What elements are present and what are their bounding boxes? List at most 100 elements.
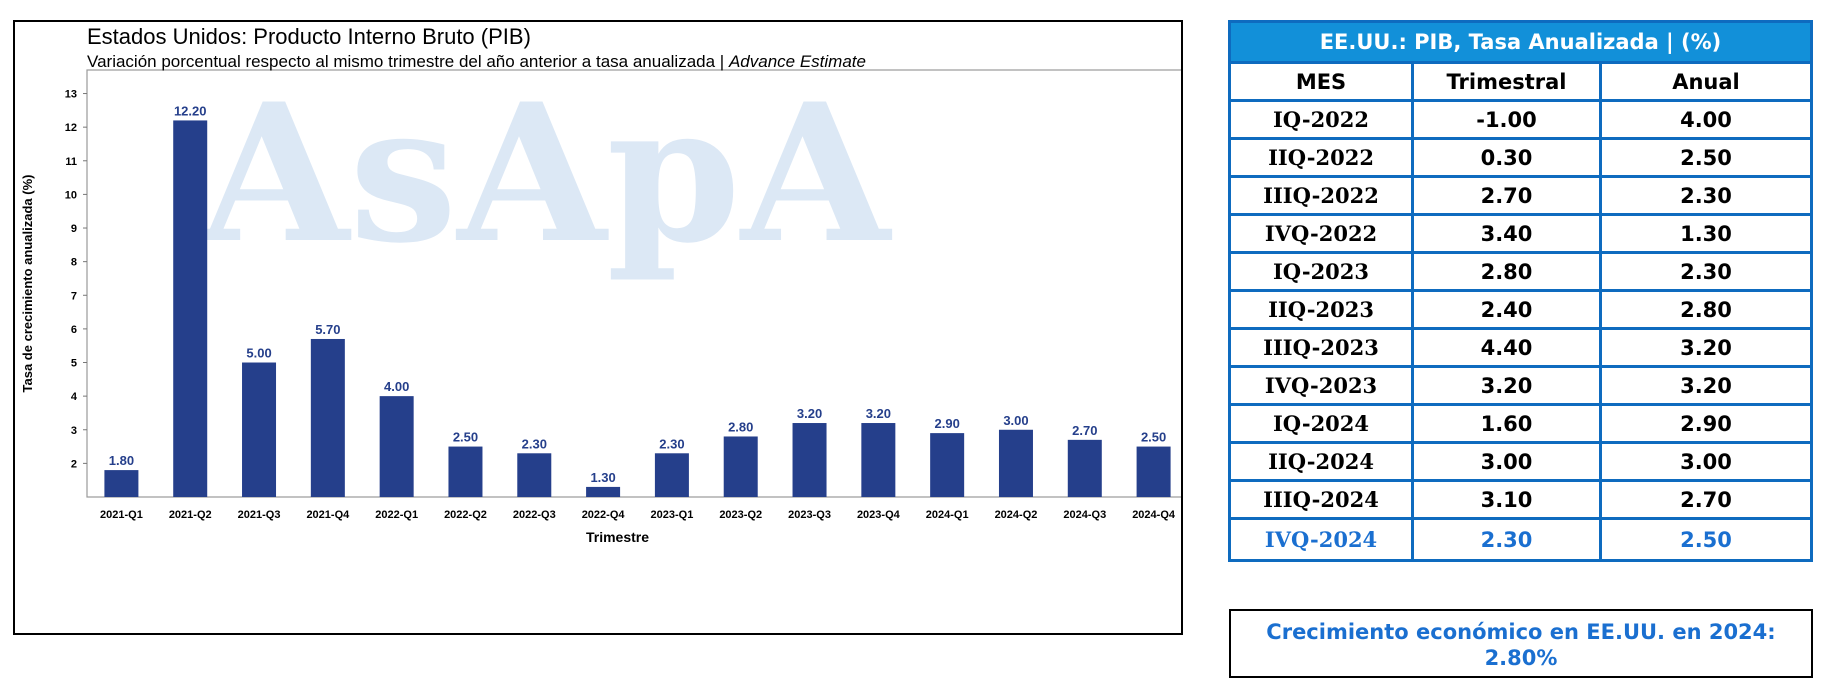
y-tick-label: 8 xyxy=(71,257,77,269)
x-tick-label: 2023-Q1 xyxy=(651,509,694,521)
bar xyxy=(654,453,689,497)
bar xyxy=(930,433,965,497)
y-tick-label: 4 xyxy=(71,391,78,403)
row-trimestral-cell: 2.40 xyxy=(1411,289,1602,330)
row-mes-cell: IVQ-2024 xyxy=(1228,517,1414,562)
data-label: 2.80 xyxy=(728,419,753,434)
y-tick-label: 10 xyxy=(65,189,77,201)
row-mes-cell: IQ-2024 xyxy=(1228,403,1414,444)
y-tick-label: 3 xyxy=(71,425,77,437)
data-label: 2.50 xyxy=(453,430,478,445)
table-header-row: MES Trimestral Anual xyxy=(1228,61,1813,102)
x-tick-label: 2024-Q2 xyxy=(995,509,1038,521)
y-tick-label: 11 xyxy=(65,156,77,168)
row-anual-cell: 3.20 xyxy=(1599,327,1813,368)
bar-chart: AsApA 2 3 4 5 6 7 8 9 10 11 12 13 1.80 2021-Q1 12.20 202… xyxy=(20,62,1181,545)
row-trimestral-cell: 3.20 xyxy=(1411,365,1602,406)
x-tick-label: 2022-Q3 xyxy=(513,509,556,521)
row-trimestral-cell: 2.30 xyxy=(1411,517,1602,562)
column-header-mes: MES xyxy=(1228,61,1414,102)
row-trimestral-cell: 3.40 xyxy=(1411,213,1602,254)
row-anual-cell: 1.30 xyxy=(1599,213,1813,254)
bar xyxy=(998,429,1033,497)
row-trimestral-cell: 1.60 xyxy=(1411,403,1602,444)
data-label: 1.80 xyxy=(109,453,134,468)
x-tick-label: 2021-Q4 xyxy=(306,509,350,521)
x-tick-label: 2024-Q3 xyxy=(1063,509,1106,521)
table-row: IIQ-2023 2.40 2.80 xyxy=(1228,289,1813,330)
data-label: 1.30 xyxy=(590,470,615,485)
bar xyxy=(448,446,483,497)
data-label: 3.00 xyxy=(1003,413,1028,428)
bar xyxy=(517,453,552,497)
column-header-trimestral: Trimestral xyxy=(1411,61,1602,102)
bar xyxy=(861,423,896,497)
y-tick-label: 7 xyxy=(71,290,77,302)
y-tick-label: 9 xyxy=(71,223,77,235)
row-anual-cell: 3.20 xyxy=(1599,365,1813,406)
data-label: 4.00 xyxy=(384,379,409,394)
x-tick-label: 2023-Q4 xyxy=(857,509,901,521)
row-anual-cell: 2.90 xyxy=(1599,403,1813,444)
data-label: 3.20 xyxy=(866,406,891,421)
row-trimestral-cell: 3.10 xyxy=(1411,479,1602,520)
data-label: 2.90 xyxy=(935,416,960,431)
x-tick-label: 2024-Q4 xyxy=(1132,509,1176,521)
row-trimestral-cell: -1.00 xyxy=(1411,99,1602,140)
table-row: IVQ-2024 2.30 2.50 xyxy=(1228,517,1813,562)
table-row: IIQ-2024 3.00 3.00 xyxy=(1228,441,1813,482)
table-row: IIIQ-2024 3.10 2.70 xyxy=(1228,479,1813,520)
data-label: 2.30 xyxy=(659,436,684,451)
bar xyxy=(586,486,621,497)
data-label: 12.20 xyxy=(174,103,207,118)
row-mes-cell: IQ-2023 xyxy=(1228,251,1414,292)
bar xyxy=(1067,439,1102,497)
bar xyxy=(310,338,345,497)
chart-subtitle-estimate: Advance Estimate xyxy=(728,52,866,71)
chart-title: Estados Unidos: Producto Interno Bruto (… xyxy=(87,24,531,49)
bar xyxy=(723,436,758,497)
table-row: IVQ-2023 3.20 3.20 xyxy=(1228,365,1813,406)
bar xyxy=(379,396,414,497)
row-anual-cell: 3.00 xyxy=(1599,441,1813,482)
data-label: 2.50 xyxy=(1141,430,1166,445)
data-label: 2.30 xyxy=(522,436,547,451)
x-tick-label: 2021-Q1 xyxy=(100,509,143,521)
watermark-text: AsApA xyxy=(198,62,893,285)
data-label: 5.70 xyxy=(315,322,340,337)
y-tick-label: 13 xyxy=(65,89,77,101)
bar xyxy=(1136,446,1171,497)
x-tick-label: 2022-Q4 xyxy=(582,509,626,521)
bar xyxy=(173,120,208,497)
row-mes-cell: IIIQ-2023 xyxy=(1228,327,1414,368)
row-mes-cell: IIIQ-2022 xyxy=(1228,175,1414,216)
row-anual-cell: 2.50 xyxy=(1599,137,1813,178)
y-tick-label: 2 xyxy=(71,458,77,470)
table-row: IQ-2022 -1.00 4.00 xyxy=(1228,99,1813,140)
row-mes-cell: IIQ-2023 xyxy=(1228,289,1414,330)
x-tick-label: 2021-Q3 xyxy=(238,509,281,521)
row-trimestral-cell: 4.40 xyxy=(1411,327,1602,368)
row-trimestral-cell: 3.00 xyxy=(1411,441,1602,482)
column-header-anual: Anual xyxy=(1599,61,1813,102)
bar xyxy=(792,423,827,497)
x-axis-title: Trimestre xyxy=(586,529,649,545)
row-anual-cell: 2.30 xyxy=(1599,175,1813,216)
summary-line-2: 2.80% xyxy=(1484,646,1558,670)
data-label: 3.20 xyxy=(797,406,822,421)
x-tick-label: 2022-Q2 xyxy=(444,509,487,521)
y-tick-label: 12 xyxy=(65,122,77,134)
data-label: 2.70 xyxy=(1072,423,1097,438)
row-trimestral-cell: 2.70 xyxy=(1411,175,1602,216)
bar xyxy=(104,470,139,497)
row-anual-cell: 2.70 xyxy=(1599,479,1813,520)
y-tick-label: 6 xyxy=(71,324,77,336)
bar xyxy=(242,362,277,497)
row-anual-cell: 2.50 xyxy=(1599,517,1813,562)
gdp-table: EE.UU.: PIB, Tasa Anualizada | (%) MES T… xyxy=(1228,20,1813,562)
plot-area xyxy=(86,69,1181,498)
x-tick-label: 2021-Q2 xyxy=(169,509,212,521)
row-mes-cell: IVQ-2022 xyxy=(1228,213,1414,254)
row-anual-cell: 2.30 xyxy=(1599,251,1813,292)
x-tick-label: 2024-Q1 xyxy=(926,509,969,521)
